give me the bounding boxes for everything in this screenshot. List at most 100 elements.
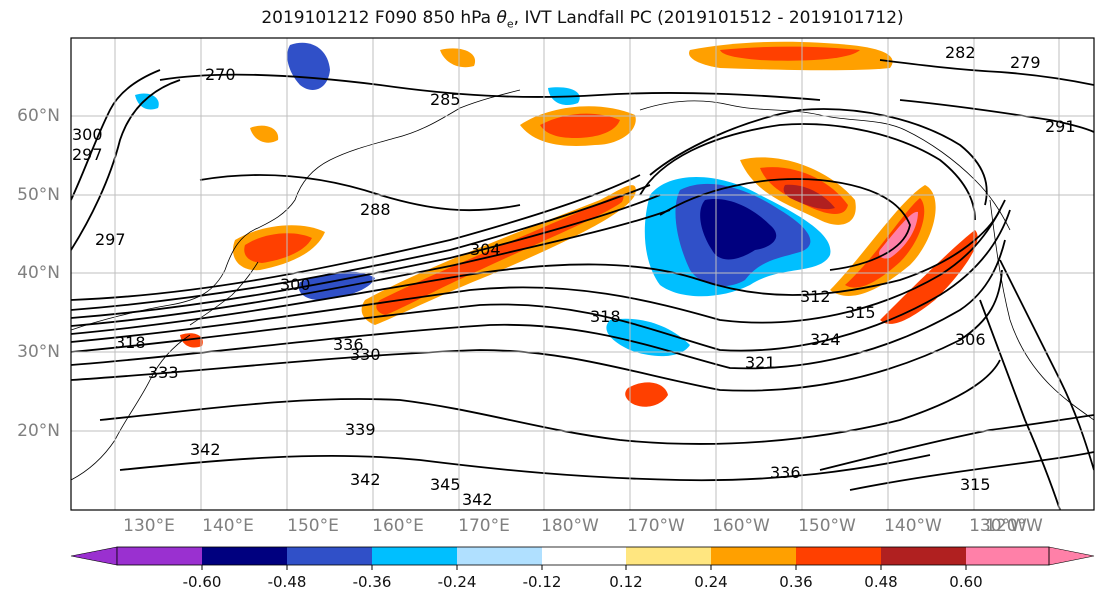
positive-anomaly-siberia	[250, 125, 279, 143]
theta-e-contours	[71, 59, 1094, 510]
colorbar-segment	[117, 547, 202, 565]
contour-line	[979, 299, 1061, 510]
contour-label: 345	[430, 475, 461, 494]
colorbar-segment	[542, 547, 626, 565]
contour-labels: 279 282 270 285 291 297 300 288 297 300 …	[72, 43, 1076, 509]
contour-line	[71, 209, 1001, 335]
contour-label: 315	[845, 303, 876, 322]
negative-anomaly-pacific	[298, 271, 375, 300]
lat-label: 50°N	[17, 185, 60, 205]
contour-line	[71, 199, 1006, 343]
plot-title: 2019101212 F090 850 hPa θe, IVT Landfall…	[261, 8, 904, 31]
colorbar-min-extend	[70, 546, 118, 566]
lat-label: 60°N	[17, 106, 60, 126]
positive-anomaly-southeast	[880, 230, 978, 324]
contour-line	[71, 269, 1003, 392]
graticule	[71, 38, 1094, 510]
contour-label: 288	[360, 200, 391, 219]
lon-label: 150°E	[287, 516, 339, 536]
colorbar-frame	[116, 546, 1050, 566]
contour-label: 342	[190, 440, 221, 459]
lon-label: 120°W	[985, 516, 1043, 536]
contour-line	[879, 59, 1094, 86]
contour-line	[99, 359, 1001, 445]
positive-anomaly-siberia2	[440, 48, 476, 68]
contour-label: 333	[148, 363, 179, 382]
contour-line	[71, 239, 1006, 370]
colorbar	[70, 546, 1095, 570]
contour-label: 304	[470, 240, 501, 259]
contour-label: 291	[1045, 117, 1076, 136]
lon-label: 170°E	[458, 516, 510, 536]
positive-anomaly-coast-peak	[879, 211, 918, 259]
lon-label: 160°E	[372, 516, 424, 536]
contour-line	[849, 451, 1094, 491]
contour-label: 279	[1010, 53, 1041, 72]
lon-label: 160°W	[712, 516, 770, 536]
lon-label: 140°W	[884, 516, 942, 536]
colorbar-tick-label: 0.60	[949, 573, 983, 591]
colorbar-tick-label: 0.12	[609, 573, 643, 591]
lon-label: 130°W	[969, 516, 1027, 536]
colorbar-segment	[457, 547, 542, 565]
contour-line	[71, 209, 1011, 353]
colorbar-segment	[202, 547, 287, 565]
contour-label: 321	[745, 353, 776, 372]
lat-label: 40°N	[17, 263, 60, 283]
contour-label: 297	[95, 230, 126, 249]
contour-line	[649, 108, 988, 206]
contour-label: 312	[800, 287, 831, 306]
coastlines	[71, 89, 1094, 481]
contour-line	[71, 79, 181, 251]
lat-label: 20°N	[17, 421, 60, 441]
contour-label: 306	[955, 330, 986, 349]
positive-anomaly-north-core	[540, 113, 620, 138]
positive-anomaly-northeast-core	[720, 46, 860, 61]
colorbar-segment	[626, 547, 711, 565]
colorbar-tick-label: -0.60	[182, 573, 222, 591]
contour-label: 318	[115, 333, 146, 352]
negative-anomaly-gulf-center	[700, 199, 777, 260]
colorbar-tick-label: 0.24	[694, 573, 728, 591]
contour-line	[639, 123, 976, 221]
colorbar-segment	[287, 547, 372, 565]
contour-label: 324	[810, 330, 841, 349]
lon-label: 130°E	[123, 516, 175, 536]
contour-label: 315	[960, 475, 991, 494]
contour-line	[71, 174, 641, 301]
contour-label: 330	[350, 345, 381, 364]
contour-line	[119, 454, 931, 482]
lon-label: 170°W	[627, 516, 685, 536]
positive-anomaly-coast-core	[845, 198, 925, 288]
lat-label: 30°N	[17, 342, 60, 362]
negative-anomaly-east	[606, 318, 690, 357]
colorbar-tick-label: 0.36	[779, 573, 813, 591]
contour-line	[71, 184, 651, 311]
contour-label: 300	[72, 125, 103, 144]
positive-anomaly-west-core	[244, 233, 312, 263]
colorbar-tick-label: -0.12	[522, 573, 562, 591]
colorbar-tick-label: -0.36	[352, 573, 392, 591]
colorbar-max-extend	[1048, 546, 1095, 566]
contour-label: 285	[430, 90, 461, 109]
colorbar-segment	[796, 547, 881, 565]
coastline-alaska	[639, 100, 1011, 231]
contour-label: 342	[350, 470, 381, 489]
colorbar-segment	[711, 547, 796, 565]
colorbar-segment	[966, 547, 1049, 565]
lon-label: 140°E	[202, 516, 254, 536]
contour-label: 297	[72, 145, 103, 164]
contour-line	[159, 73, 821, 101]
contour-line	[71, 209, 671, 327]
positive-anomaly-gulf-north-peak	[783, 184, 835, 210]
positive-anomaly-subtropic	[625, 382, 668, 407]
colorbar-tick-label: -0.48	[267, 573, 307, 591]
coastline-north-america	[989, 199, 1094, 421]
contour-label: 318	[590, 307, 621, 326]
map-frame	[70, 37, 1095, 511]
contour-label: 336	[333, 335, 364, 354]
colorbar-segment	[881, 547, 966, 565]
positive-anomaly-china	[180, 333, 203, 348]
contour-label: 339	[345, 420, 376, 439]
